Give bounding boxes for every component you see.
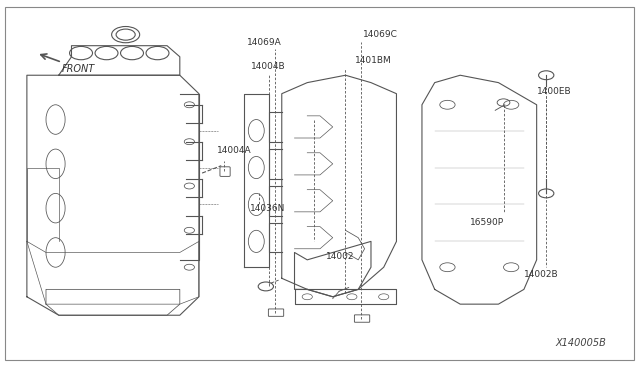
Text: FRONT: FRONT — [62, 64, 95, 74]
Text: 1400EB: 1400EB — [537, 87, 572, 96]
Text: 1401BM: 1401BM — [355, 56, 392, 65]
Text: 14002B: 14002B — [524, 270, 559, 279]
Text: 16590P: 16590P — [470, 218, 504, 227]
Text: 14004B: 14004B — [251, 61, 286, 71]
Text: 14002: 14002 — [326, 251, 355, 261]
Text: 14069A: 14069A — [246, 38, 282, 46]
Text: 14069C: 14069C — [364, 30, 398, 39]
Text: 14004A: 14004A — [217, 147, 252, 155]
Text: 14036N: 14036N — [250, 203, 285, 213]
Text: X140005B: X140005B — [556, 339, 607, 349]
